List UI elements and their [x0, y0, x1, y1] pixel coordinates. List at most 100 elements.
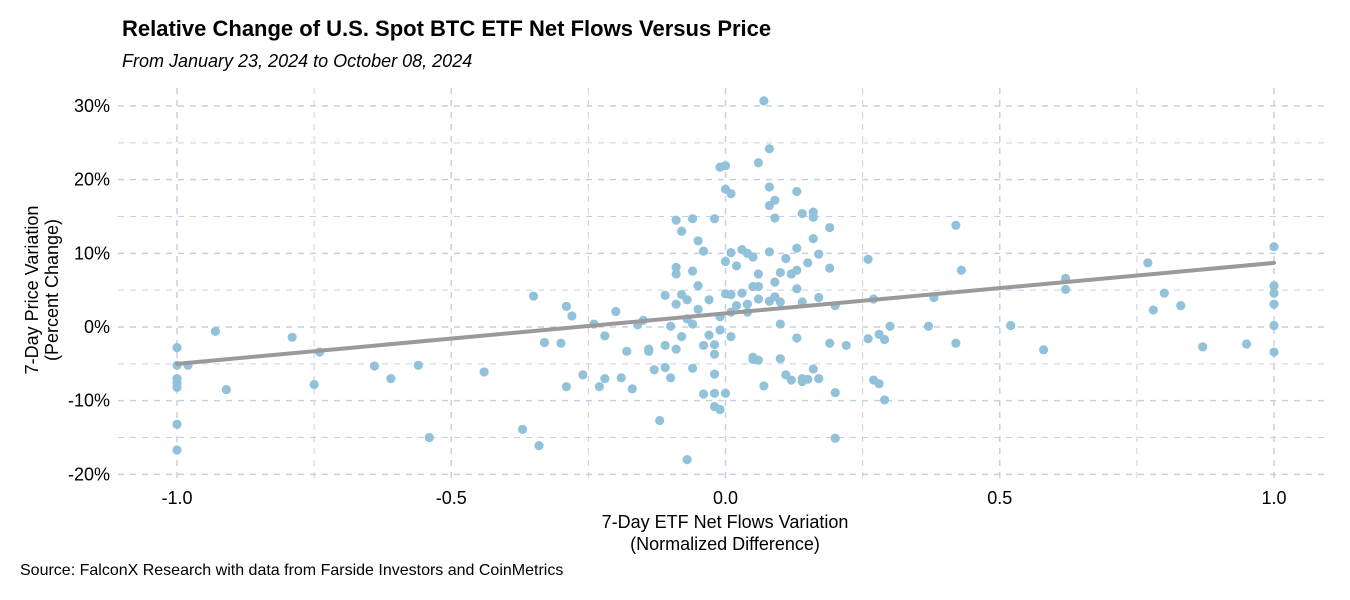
scatter-point	[666, 373, 676, 383]
x-tick-label: 0.0	[713, 488, 738, 508]
scatter-point	[172, 382, 182, 393]
scatter-point	[792, 186, 802, 197]
scatter-point	[660, 362, 670, 373]
scatter-point	[923, 321, 934, 331]
scatter-point	[803, 258, 813, 268]
scatter-point	[671, 344, 681, 354]
scatter-point	[1148, 305, 1158, 315]
scatter-point	[693, 304, 703, 314]
scatter-point	[671, 262, 681, 272]
scatter-point	[863, 254, 873, 264]
scatter-point	[759, 96, 769, 106]
scatter-point	[742, 299, 753, 309]
y-tick-label: 0%	[84, 317, 110, 337]
scatter-point	[753, 269, 764, 279]
scatter-point	[677, 226, 687, 236]
scatter-point	[561, 382, 572, 392]
scatter-point	[709, 369, 720, 379]
scatter-point	[1143, 258, 1153, 268]
scatter-point	[737, 288, 747, 298]
scatter-point	[567, 311, 577, 321]
scatter-point	[413, 360, 423, 370]
scatter-point	[221, 385, 231, 395]
x-axis-title-line1: 7-Day ETF Net Flows Variation	[602, 512, 849, 532]
scatter-point	[616, 373, 626, 383]
scatter-point	[534, 441, 544, 451]
scatter-point	[210, 326, 220, 337]
scatter-point	[693, 281, 703, 291]
scatter-point	[1269, 299, 1279, 309]
y-axis-title-line2: (Percent Change)	[42, 219, 62, 361]
scatter-point	[764, 144, 774, 154]
scatter-point	[687, 214, 698, 224]
scatter-point	[627, 384, 637, 394]
x-tick-label: -1.0	[161, 488, 192, 508]
scatter-point	[770, 213, 780, 223]
scatter-point	[622, 346, 632, 356]
scatter-point	[172, 343, 182, 353]
scatter-point	[792, 265, 802, 275]
scatter-point	[808, 234, 818, 244]
trend-line	[175, 260, 1276, 366]
scatter-point	[287, 332, 297, 342]
scatter-point	[687, 319, 698, 329]
scatter-point	[1006, 320, 1016, 331]
scatter-point	[704, 295, 714, 305]
scatter-point	[775, 354, 785, 364]
minor-gridlines	[118, 88, 1330, 483]
scatter-point	[309, 379, 319, 390]
scatter-point	[720, 161, 731, 171]
scatter-point	[770, 277, 780, 287]
scatter-point	[715, 404, 725, 415]
scatter-point	[644, 346, 654, 356]
scatter-point	[814, 249, 824, 259]
scatter-point	[720, 388, 731, 398]
scatter-point	[879, 334, 890, 345]
scatter-point	[814, 292, 824, 303]
y-axis-title-line1: 7-Day Price Variation	[22, 206, 42, 375]
scatter-point	[172, 419, 182, 429]
scatter-point	[814, 373, 824, 384]
scatter-point	[731, 261, 742, 271]
scatter-point	[698, 389, 709, 399]
scatter-point	[726, 289, 736, 300]
scatter-point	[561, 301, 572, 311]
chart-subtitle: From January 23, 2024 to October 08, 202…	[122, 51, 473, 71]
x-axis-tick-labels: -1.0 -0.5 0.0 0.5 1.0	[161, 488, 1286, 508]
scatter-point	[753, 355, 764, 365]
scatter-point	[704, 330, 714, 340]
scatter-point	[775, 319, 785, 329]
y-tick-label: 30%	[74, 96, 110, 116]
scatter-point	[424, 432, 434, 443]
scatter-point	[709, 349, 720, 359]
scatter-point	[775, 297, 785, 307]
scatter-point	[764, 182, 774, 192]
scatter-point	[715, 325, 725, 335]
scatter-point	[172, 445, 182, 455]
scatter-point	[1241, 339, 1252, 349]
scatter-point	[1269, 347, 1279, 357]
scatter-point	[556, 338, 566, 348]
scatter-point	[660, 290, 670, 300]
scatter-point	[1269, 320, 1279, 331]
chart-title: Relative Change of U.S. Spot BTC ETF Net…	[122, 16, 772, 41]
scatter-point	[539, 337, 550, 348]
scatter-point	[578, 370, 588, 380]
y-tick-label: 10%	[74, 243, 110, 263]
scatter-point	[693, 236, 703, 246]
scatter-point	[671, 299, 681, 309]
scatter-point	[671, 215, 681, 225]
scatter-point	[528, 291, 539, 301]
scatter-point	[1176, 301, 1186, 311]
scatter-point	[682, 295, 692, 305]
scatter-point	[825, 222, 835, 233]
scatter-point	[753, 294, 764, 304]
scatter-point	[1039, 345, 1049, 355]
scatter-point	[841, 340, 851, 351]
scatter-point	[1269, 281, 1279, 291]
scatter-point	[753, 281, 764, 292]
x-tick-label: 1.0	[1261, 488, 1286, 508]
scatter-point	[666, 321, 676, 331]
scatter-point	[803, 374, 813, 384]
scatter-point	[786, 375, 796, 385]
